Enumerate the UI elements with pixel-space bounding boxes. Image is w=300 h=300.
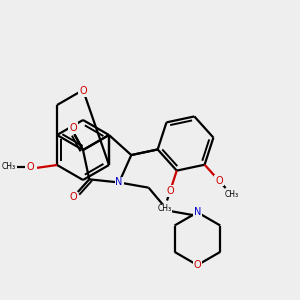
Text: O: O: [166, 186, 174, 196]
Text: CH₃: CH₃: [224, 190, 239, 199]
Text: O: O: [79, 86, 87, 97]
Text: CH₃: CH₃: [157, 204, 171, 213]
Text: O: O: [194, 260, 201, 270]
Text: O: O: [215, 176, 223, 186]
Text: N: N: [194, 209, 201, 219]
Text: N: N: [116, 178, 123, 188]
Text: O: O: [69, 123, 77, 133]
Text: O: O: [26, 162, 34, 172]
Text: CH₃: CH₃: [2, 162, 16, 171]
Text: O: O: [69, 192, 77, 203]
Text: N: N: [194, 207, 201, 217]
